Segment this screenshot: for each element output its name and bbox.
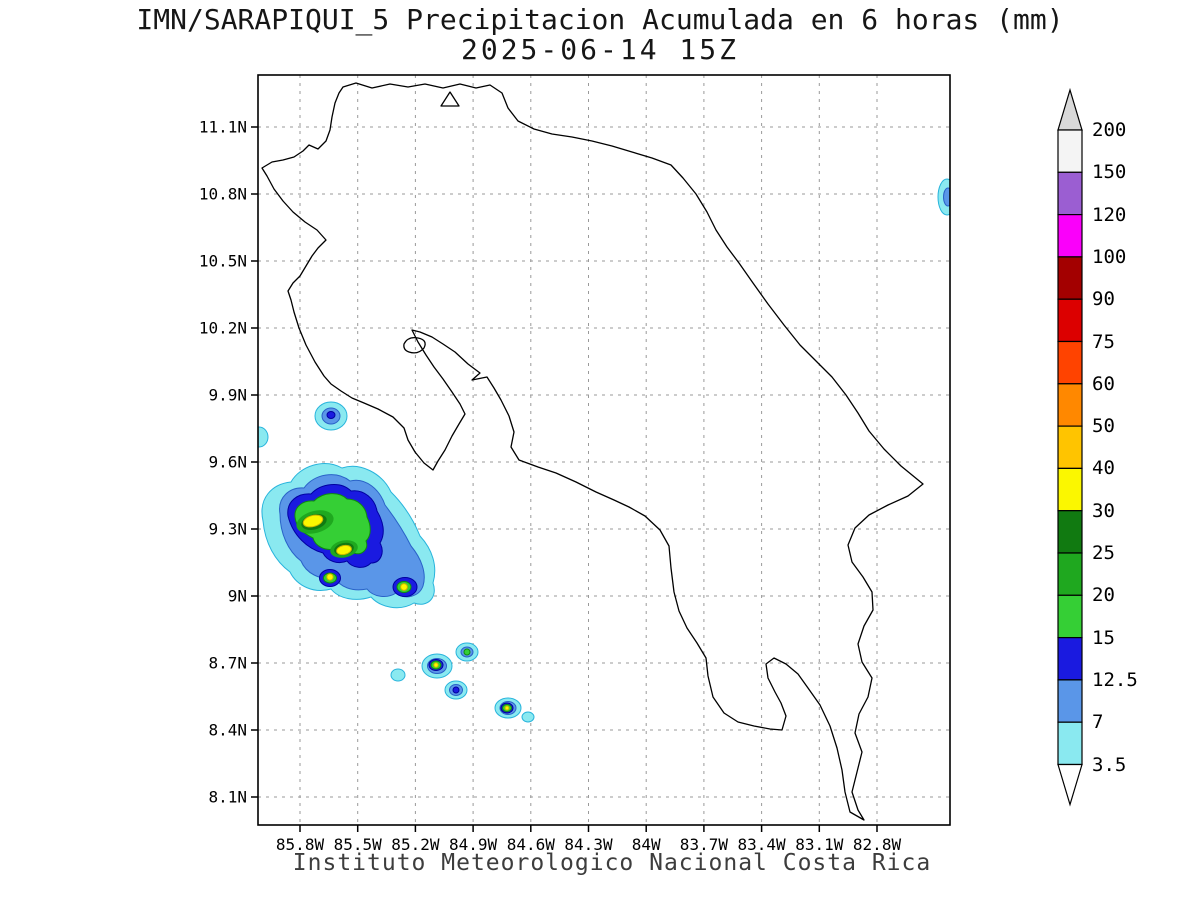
colorbar-band — [1057, 214, 1083, 258]
precip-3p5mm-contour — [258, 426, 269, 448]
precip-30mm-contour — [433, 662, 439, 668]
lat-tick-label: 10.5N — [198, 251, 247, 271]
lon-tick-label: 82.8W — [852, 835, 902, 854]
colorbar-band — [1057, 340, 1083, 385]
lat-tick-label: 8.1N — [208, 787, 247, 807]
precip-12p5mm-contour — [326, 411, 336, 419]
colorbar-band — [1057, 383, 1083, 427]
precip-3p5mm-contour — [390, 668, 406, 682]
precip-15mm-contour — [463, 648, 471, 656]
lon-tick-label: 85.2W — [391, 835, 440, 854]
lat-tick-label: 9.3N — [208, 519, 247, 539]
plot-border — [257, 74, 951, 826]
lon-tick-label: 84.9W — [449, 835, 498, 854]
colorbar-arrow-bottom — [1057, 763, 1083, 807]
lon-tick-label: 85.5W — [333, 835, 382, 854]
chart-title-line1: IMN/SARAPIQUI_5 Precipitacion Acumulada … — [136, 3, 1064, 36]
grid-lines — [258, 75, 950, 825]
colorbar-tick-label: 15 — [1092, 626, 1115, 649]
lat-tick-label: 9.9N — [208, 385, 247, 405]
colorbar-band — [1057, 171, 1083, 216]
lon-tick-label: 83.4W — [737, 835, 786, 854]
colorbar-tick-label: 20 — [1092, 584, 1115, 607]
precip-12p5mm-contour — [452, 686, 460, 694]
colorbar-tick-label: 25 — [1092, 542, 1115, 564]
footer-text: Instituto Meteorologico Nacional Costa R… — [292, 850, 932, 876]
lat-tick-label: 11.1N — [198, 117, 247, 137]
chart-title: IMN/SARAPIQUI_5 Precipitacion Acumulada … — [0, 4, 1200, 65]
colorbar-tick-label: 150 — [1092, 161, 1127, 184]
colorbar-tick-label: 50 — [1092, 415, 1115, 438]
precip-30mm-contour — [504, 705, 510, 711]
precip-30mm-contour — [336, 544, 352, 556]
colorbar-arrow-top — [1057, 87, 1083, 131]
colorbar-band — [1057, 467, 1083, 512]
colorbar — [1057, 87, 1083, 807]
lon-tick-label: 83.7W — [679, 835, 728, 854]
colorbar-band — [1057, 129, 1083, 173]
precipitation-contours — [258, 178, 950, 723]
lon-tick-label: 84.3W — [564, 835, 613, 854]
lat-tick-label: 10.8N — [198, 184, 247, 204]
costa-rica-mainland-outline — [261, 82, 924, 821]
precip-15mm-contour — [294, 493, 371, 557]
colorbar-band — [1057, 636, 1083, 681]
chart-title-line2: 2025-06-14 15Z — [460, 33, 739, 66]
colorbar-band — [1057, 594, 1083, 639]
lat-tick-label: 10.2N — [198, 318, 247, 338]
colorbar-tick-label: 7 — [1092, 711, 1104, 734]
lon-tick-label: 83.1W — [795, 835, 844, 854]
coastline-layer — [261, 82, 924, 821]
precip-3p5mm-contour — [521, 711, 535, 723]
lat-tick-label: 8.7N — [208, 653, 247, 673]
lon-tick-label: 84.6W — [506, 835, 555, 854]
colorbar-tick-label: 12.5 — [1092, 668, 1138, 691]
colorbar-band — [1057, 425, 1083, 470]
lat-tick-label: 9.6N — [208, 452, 247, 472]
colorbar-tick-label: 100 — [1092, 245, 1127, 268]
precip-7mm-contour — [943, 187, 950, 207]
colorbar-band — [1057, 298, 1083, 343]
colorbar-tick-label: 3.5 — [1092, 753, 1127, 776]
colorbar-band — [1057, 510, 1083, 554]
colorbar-tick-label: 200 — [1092, 119, 1127, 141]
colorbar-band — [1057, 679, 1083, 723]
axis-ticks — [251, 126, 878, 832]
colorbar-tick-label: 120 — [1092, 203, 1127, 226]
colorbar-band — [1057, 721, 1083, 766]
isla-chira-outline — [403, 336, 426, 354]
lon-tick-label: 85.8W — [275, 835, 325, 854]
colorbar-tick-label: 75 — [1092, 330, 1115, 353]
lat-tick-label: 8.4N — [208, 720, 247, 740]
colorbar-band — [1057, 552, 1083, 596]
colorbar-tick-label: 30 — [1092, 499, 1115, 522]
precip-30mm-contour — [326, 573, 334, 581]
precip-30mm-contour — [302, 514, 324, 528]
lat-tick-label: 9N — [227, 586, 247, 606]
colorbar-tick-label: 40 — [1092, 457, 1115, 480]
lake-island-triangle — [440, 91, 460, 107]
colorbar-band — [1057, 256, 1083, 300]
colorbar-tick-label: 90 — [1092, 288, 1115, 311]
lon-tick-label: 84W — [631, 835, 661, 854]
colorbar-tick-label: 60 — [1092, 372, 1115, 395]
precip-30mm-contour — [400, 583, 408, 591]
